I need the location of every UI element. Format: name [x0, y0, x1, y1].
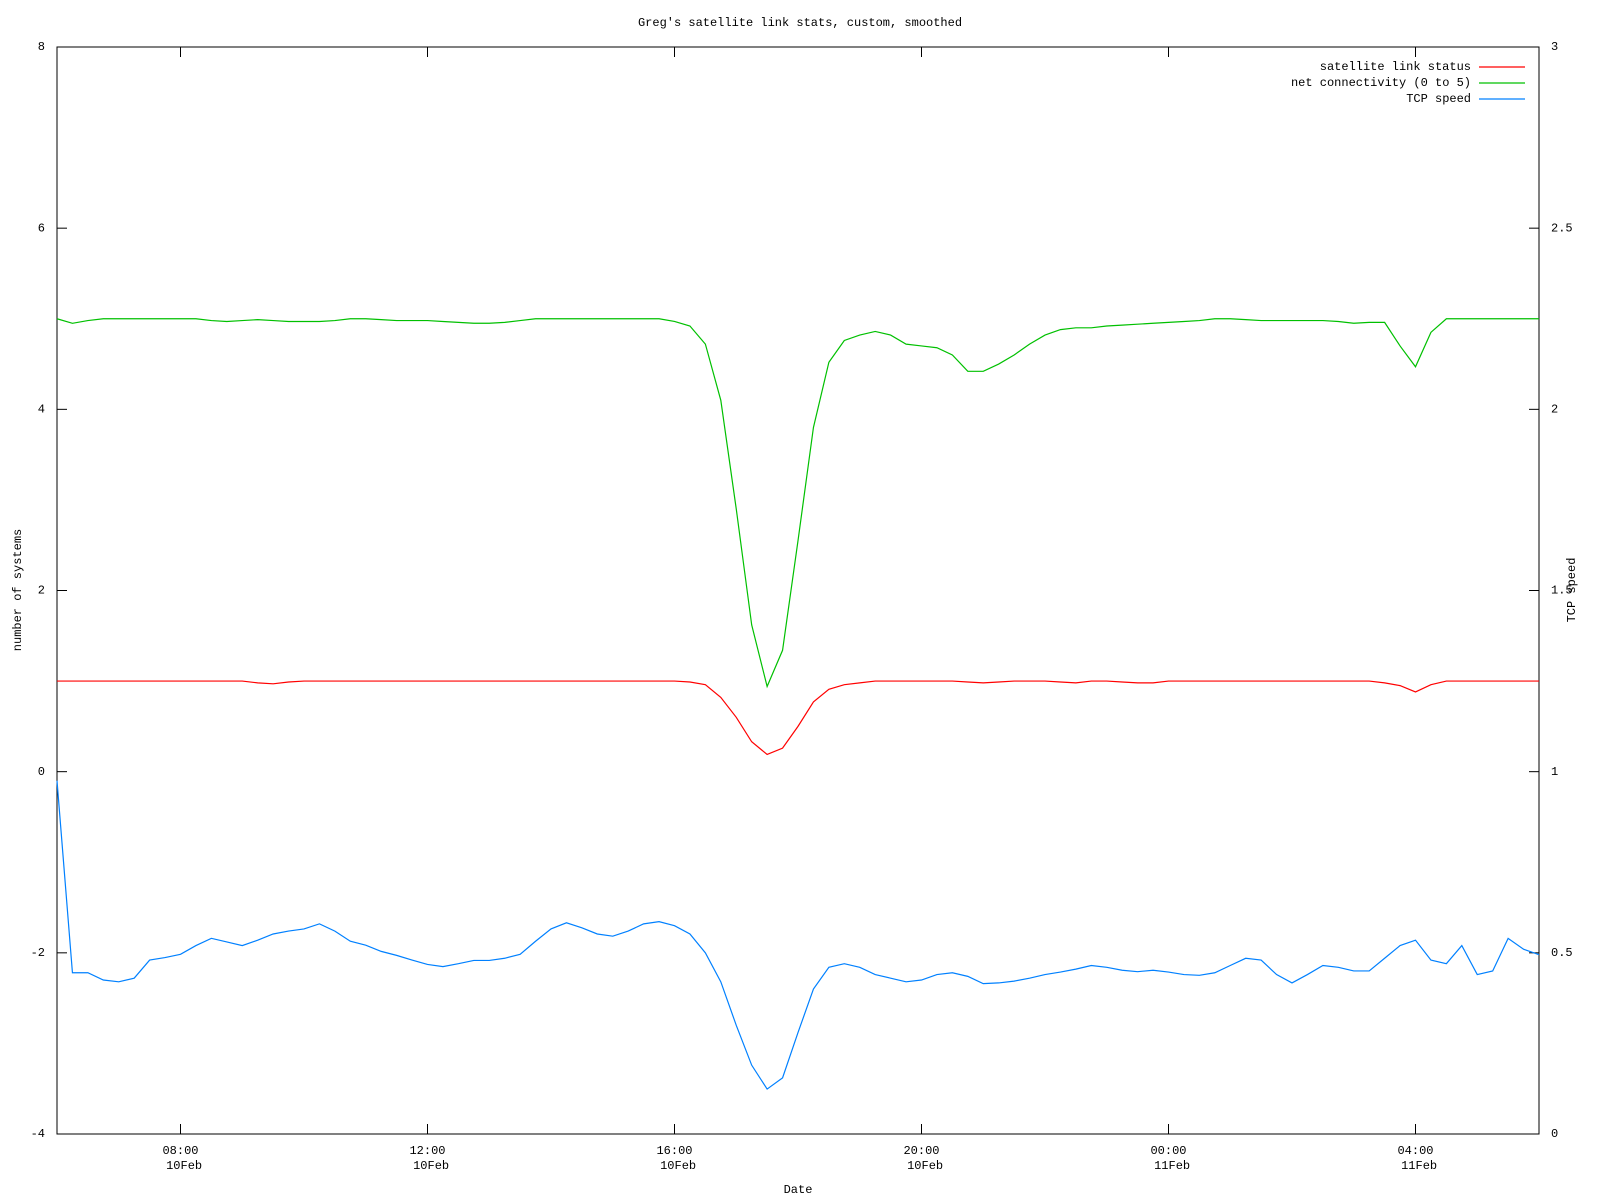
x-tick-label: 08:00 10Feb	[159, 1144, 202, 1173]
chart-title: Greg's satellite link stats, custom, smo…	[638, 16, 962, 30]
y-tick-label: -2	[31, 946, 45, 960]
y-tick-label: 0	[38, 765, 45, 779]
x-axis-label: Date	[784, 1183, 813, 1197]
y-tick-label: -4	[31, 1127, 45, 1141]
x-tick-label: 00:00 11Feb	[1147, 1144, 1190, 1173]
y2-tick-label: 0	[1551, 1127, 1558, 1141]
series-line	[56, 318, 1539, 689]
series-line	[57, 680, 1539, 756]
y-tick-label: 2	[38, 584, 45, 598]
legend-label: net connectivity (0 to 5)	[1291, 76, 1471, 90]
y2-tick-label: 2.5	[1551, 221, 1573, 235]
legend-label: TCP speed	[1406, 92, 1471, 106]
y2-tick-label: 3	[1551, 40, 1558, 54]
legend-label: satellite link status	[1320, 60, 1471, 74]
y-axis-label: number of systems	[11, 529, 25, 651]
y-tick-label: 8	[38, 40, 45, 54]
y2-tick-label: 0.5	[1551, 946, 1573, 960]
series-line	[56, 780, 1540, 1090]
x-tick-label: 16:00 10Feb	[653, 1144, 696, 1173]
y-tick-label: 4	[38, 403, 45, 417]
y2-axis-label: TCP speed	[1565, 558, 1579, 623]
y-tick-label: 6	[38, 221, 45, 235]
y2-tick-label: 1.5	[1551, 584, 1573, 598]
x-tick-label: 12:00 10Feb	[406, 1144, 449, 1173]
y2-tick-label: 1	[1551, 765, 1558, 779]
x-tick-label: 04:00 11Feb	[1394, 1144, 1437, 1173]
x-tick-label: 20:00 10Feb	[900, 1144, 943, 1173]
y2-tick-label: 2	[1551, 403, 1558, 417]
plot-frame	[56, 46, 1540, 1135]
